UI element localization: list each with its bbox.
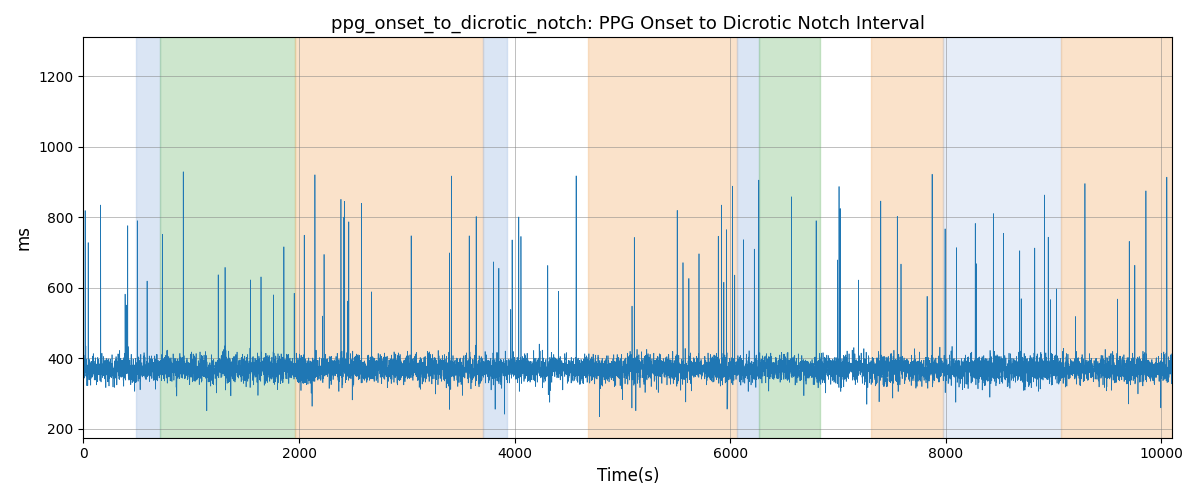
- Y-axis label: ms: ms: [14, 225, 32, 250]
- Bar: [871, 38, 943, 438]
- Bar: [295, 38, 484, 438]
- Bar: [484, 38, 508, 438]
- Bar: [943, 38, 1061, 438]
- Bar: [760, 38, 820, 438]
- Title: ppg_onset_to_dicrotic_notch: PPG Onset to Dicrotic Notch Interval: ppg_onset_to_dicrotic_notch: PPG Onset t…: [331, 15, 925, 34]
- Bar: [1061, 38, 1172, 438]
- Bar: [160, 38, 295, 438]
- Bar: [137, 38, 160, 438]
- Bar: [588, 38, 737, 438]
- Bar: [737, 38, 760, 438]
- X-axis label: Time(s): Time(s): [596, 467, 659, 485]
